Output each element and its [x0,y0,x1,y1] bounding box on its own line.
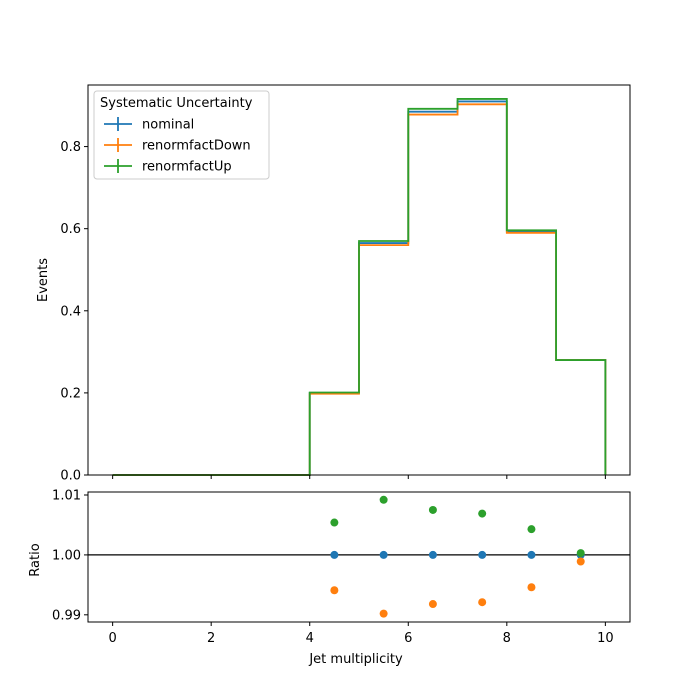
ratio-points-group [330,495,585,618]
ratio-y-tick-label: 0.99 [52,608,81,623]
ratio-y-ticks: 0.99 1.00 1.01 [52,488,88,623]
main-y-ticks: 0.0 0.2 0.4 0.6 0.8 [60,140,88,484]
x-axis-title: Jet multiplicity [308,652,403,667]
ratio-y-tick-label: 1.01 [52,488,81,503]
ratio-point-nominal [478,550,487,559]
x-tick-label: 8 [503,631,511,646]
ratio-point-nominal [330,550,339,559]
x-tick-label: 0 [108,631,116,646]
ratio-point-renormfactDown [576,557,585,566]
ratio-point-renormfactUp [379,495,388,504]
ratio-point-renormfactUp [478,509,487,518]
legend-label: nominal [142,118,194,133]
x-tick-label: 4 [306,631,314,646]
ratio-point-renormfactDown [330,586,339,595]
ratio-plot-area [88,492,630,622]
legend-entry-renormfactUp: renormfactUp [104,159,232,175]
main-y-axis-title: Events [36,258,51,302]
ratio-y-tick-label: 1.00 [52,548,81,563]
legend-entry-nominal: nominal [104,117,194,133]
legend-entries: nominal renormfactDown renormfactUp [104,117,251,175]
legend-label: renormfactDown [142,139,251,154]
legend-title: Systematic Uncertainty [100,96,253,111]
ratio-point-renormfactDown [527,583,536,592]
main-histogram-panel: 0.0 0.2 0.4 0.6 0.8 Events Systematic Uncert… [36,84,631,484]
ratio-point-nominal [527,550,536,559]
legend: Systematic Uncertainty nominal renormfact… [93,90,270,180]
ratio-point-renormfactUp [576,549,585,558]
main-y-tick-label: 0.0 [60,469,81,484]
legend-label: renormfactUp [142,160,232,175]
x-tick-label: 2 [207,631,215,646]
legend-entry-renormfactDown: renormfactDown [104,138,251,154]
main-x-ticks [112,475,606,479]
x-tick-label: 10 [597,631,614,646]
ratio-point-renormfactUp [428,505,437,514]
main-y-tick-label: 0.8 [60,140,81,155]
main-y-tick-label: 0.6 [60,222,81,237]
ratio-point-renormfactDown [478,598,487,607]
ratio-point-renormfactDown [379,609,388,618]
ratio-point-nominal [428,550,437,559]
ratio-point-renormfactUp [527,525,536,534]
x-tick-label: 6 [404,631,412,646]
ratio-point-renormfactUp [330,518,339,527]
ratio-x-ticks: 0 2 4 6 8 10 [108,622,614,646]
ratio-panel: 0 2 4 6 8 10 0.99 1.00 1.01 Ratio Jet multiplic… [28,488,631,667]
ratio-point-renormfactDown [428,600,437,609]
main-y-tick-label: 0.2 [60,386,81,401]
ratio-point-nominal [379,550,388,559]
legend-frame [93,90,270,180]
ratio-plot-frame [87,491,631,623]
ratio-y-axis-title: Ratio [28,543,43,576]
main-plot-frame [87,84,631,476]
main-y-tick-label: 0.4 [60,304,81,319]
